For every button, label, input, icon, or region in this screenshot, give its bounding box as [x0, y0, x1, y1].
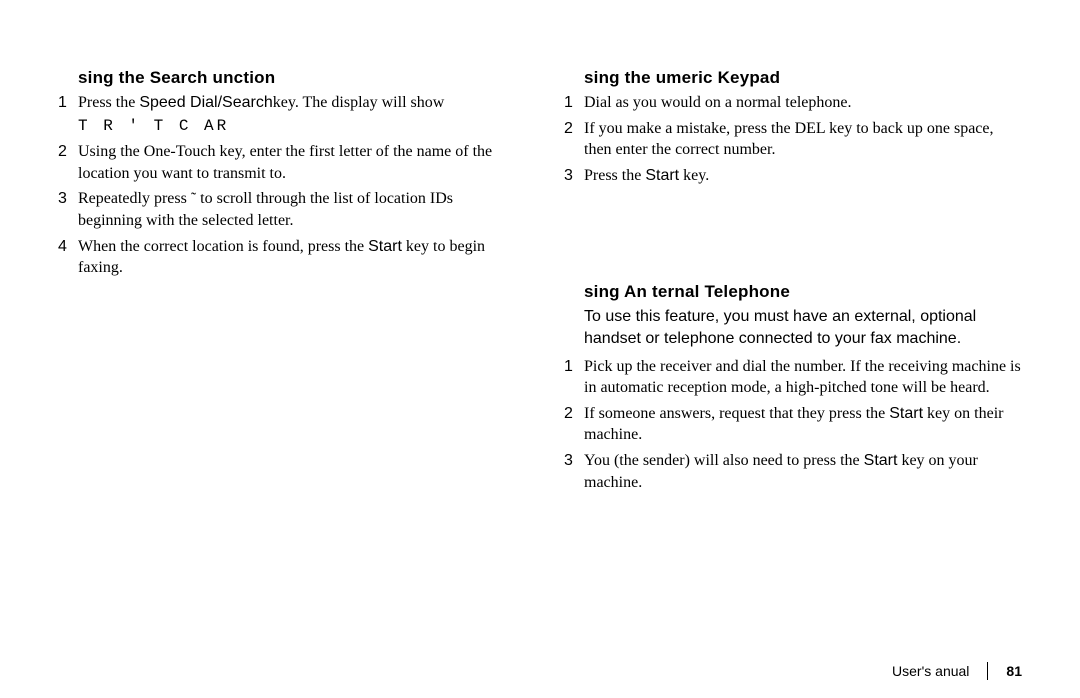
heading-search-function: sing the Search unction	[58, 68, 516, 88]
step-item: 3You (the sender) will also need to pres…	[564, 450, 1022, 493]
step-item: 1Press the Speed Dial/Searchkey. The dis…	[58, 92, 516, 137]
page-footer: User's anual 81	[892, 662, 1022, 680]
step-text: Press the Speed Dial/Searchkey. The disp…	[78, 92, 516, 137]
step-text: Using the One-Touch key, enter the first…	[78, 141, 516, 184]
step-number: 2	[58, 141, 78, 184]
step-text: When the correct location is found, pres…	[78, 236, 516, 279]
step-text: If you make a mistake, press the DEL key…	[584, 118, 1022, 161]
footer-divider	[987, 662, 988, 680]
step-text: You (the sender) will also need to press…	[584, 450, 1022, 493]
footer-label: User's anual	[892, 663, 969, 679]
step-item: 4When the correct location is found, pre…	[58, 236, 516, 279]
step-number: 2	[564, 403, 584, 446]
step-text: Dial as you would on a normal telephone.	[584, 92, 1022, 114]
step-item: 1Pick up the receiver and dial the numbe…	[564, 356, 1022, 399]
right-column: sing the umeric Keypad 1Dial as you woul…	[564, 68, 1022, 521]
two-column-layout: sing the Search unction 1Press the Speed…	[58, 68, 1022, 521]
step-item: 2If you make a mistake, press the DEL ke…	[564, 118, 1022, 161]
step-number: 3	[564, 450, 584, 493]
step-item: 1Dial as you would on a normal telephone…	[564, 92, 1022, 114]
section-numeric-keypad: sing the umeric Keypad 1Dial as you woul…	[564, 68, 1022, 186]
section-search-function: sing the Search unction 1Press the Speed…	[58, 68, 516, 279]
intro-external-telephone: To use this feature, you must have an ex…	[584, 306, 1022, 349]
step-number: 3	[564, 165, 584, 187]
steps-external-telephone: 1Pick up the receiver and dial the numbe…	[564, 356, 1022, 494]
steps-numeric-keypad: 1Dial as you would on a normal telephone…	[564, 92, 1022, 186]
step-number: 1	[564, 92, 584, 114]
step-item: 2If someone answers, request that they p…	[564, 403, 1022, 446]
steps-search-function: 1Press the Speed Dial/Searchkey. The dis…	[58, 92, 516, 279]
manual-page: sing the Search unction 1Press the Speed…	[0, 0, 1080, 698]
step-text: If someone answers, request that they pr…	[584, 403, 1022, 446]
footer-page-number: 81	[1006, 663, 1022, 679]
step-number: 1	[564, 356, 584, 399]
step-item: 3Press the Start key.	[564, 165, 1022, 187]
step-number: 1	[58, 92, 78, 137]
heading-external-telephone: sing An ternal Telephone	[564, 282, 1022, 302]
step-text: Press the Start key.	[584, 165, 1022, 187]
step-text: Pick up the receiver and dial the number…	[584, 356, 1022, 399]
heading-numeric-keypad: sing the umeric Keypad	[564, 68, 1022, 88]
step-number: 4	[58, 236, 78, 279]
step-text: Repeatedly press ˜ to scroll through the…	[78, 188, 516, 231]
step-item: 3Repeatedly press ˜ to scroll through th…	[58, 188, 516, 231]
section-external-telephone: sing An ternal Telephone To use this fea…	[564, 282, 1022, 493]
step-number: 3	[58, 188, 78, 231]
left-column: sing the Search unction 1Press the Speed…	[58, 68, 516, 521]
step-item: 2Using the One-Touch key, enter the firs…	[58, 141, 516, 184]
step-number: 2	[564, 118, 584, 161]
